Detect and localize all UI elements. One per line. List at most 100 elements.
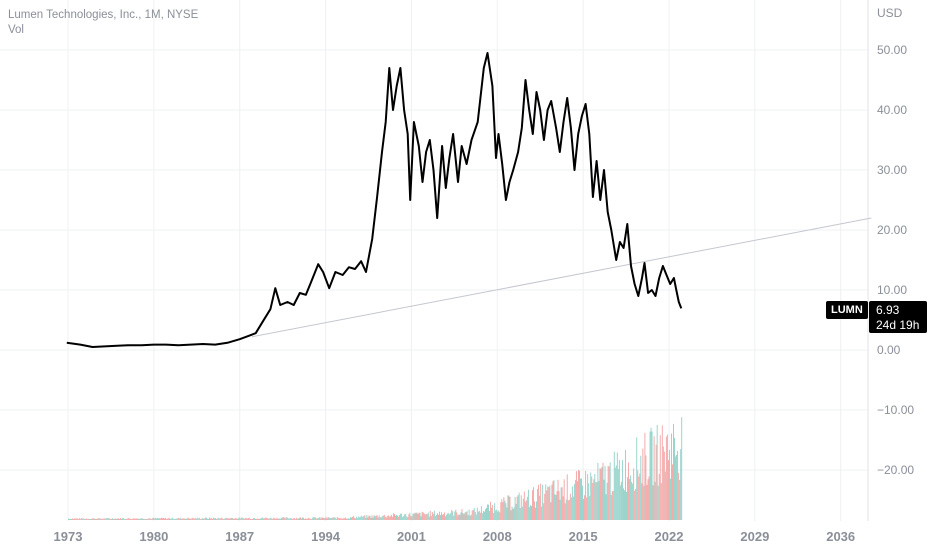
volume-bar — [234, 518, 236, 520]
price-axis[interactable]: 50.00 40.00 30.00 20.00 10.00 0.00 −10.00 −20.0… — [877, 43, 914, 477]
volume-bar — [528, 507, 530, 520]
volume-bar — [247, 517, 249, 520]
volume-bar — [379, 517, 381, 520]
volume-bar — [342, 518, 344, 520]
price-series-line[interactable] — [66, 52, 683, 348]
currency-label[interactable]: USD — [877, 6, 903, 20]
volume-bar — [602, 462, 604, 520]
volume-bar — [218, 517, 220, 520]
volume-bar — [177, 518, 179, 520]
volume-bar — [249, 519, 251, 520]
volume-bar — [190, 518, 192, 520]
volume-bar — [619, 485, 621, 520]
volume-bar — [106, 517, 108, 520]
volume-bar — [569, 493, 571, 520]
volume-bar — [319, 517, 321, 520]
volume-bar — [488, 504, 489, 520]
volume-bar — [395, 515, 396, 520]
volume-bar — [568, 499, 570, 520]
volume-bar — [590, 472, 592, 520]
volume-bar — [380, 517, 382, 520]
volume-bar — [430, 516, 432, 520]
volume-bar — [170, 518, 172, 520]
volume-bar — [118, 518, 119, 520]
time-axis[interactable]: 1973 1980 1987 1994 2001 2008 2015 2022 2029 2036 — [54, 529, 856, 544]
volume-bar — [222, 518, 224, 520]
volume-bar — [668, 449, 670, 520]
volume-bar — [502, 502, 504, 520]
volume-bar — [562, 496, 564, 520]
volume-bar — [340, 518, 342, 520]
volume-bar — [208, 518, 209, 520]
volume-bar — [139, 518, 141, 520]
volume-bar — [156, 517, 158, 520]
trend-line[interactable] — [251, 217, 872, 338]
volume-bar — [248, 517, 250, 520]
volume-bar — [303, 517, 304, 520]
volume-bar — [547, 486, 549, 520]
volume-bar — [648, 476, 650, 520]
volume-bar — [456, 512, 458, 520]
volume-bar — [419, 513, 421, 520]
volume-bar — [580, 478, 581, 520]
volume-bar — [232, 518, 234, 520]
volume-bar — [518, 492, 520, 520]
volume-bar — [289, 517, 291, 520]
volume-bar — [585, 470, 587, 520]
volume-bar — [181, 519, 183, 520]
volume-bar — [117, 518, 118, 520]
volume-bar — [529, 505, 531, 520]
volume-bar — [483, 511, 485, 520]
volume-bar — [658, 473, 660, 520]
volume-bar — [612, 490, 614, 520]
volume-legend-label[interactable]: Vol — [8, 24, 24, 36]
volume-bar — [83, 518, 85, 520]
time-tick-label: 2036 — [826, 529, 855, 544]
volume-bar — [223, 518, 225, 520]
time-tick-label: 1994 — [311, 529, 341, 544]
volume-bar — [244, 517, 246, 520]
volume-bar — [449, 514, 451, 520]
volume-bar — [283, 517, 285, 520]
volume-bar — [224, 518, 226, 520]
symbol-title[interactable]: Lumen Technologies, Inc., 1M, NYSE — [8, 9, 199, 21]
price-tick-label: 40.00 — [877, 103, 907, 117]
volume-bar — [524, 501, 526, 520]
volume-bar — [272, 518, 274, 520]
volume-bar — [267, 518, 269, 520]
volume-bar — [522, 498, 524, 520]
volume-bar — [219, 518, 221, 520]
volume-bar — [157, 518, 159, 520]
volume-bar — [404, 514, 406, 520]
volume-bar — [254, 518, 255, 520]
volume-bar — [375, 515, 377, 520]
volume-bar — [557, 479, 559, 520]
volume-bar — [442, 514, 443, 520]
volume-bar — [261, 518, 263, 520]
volume-bar — [91, 518, 93, 520]
volume-bar — [671, 433, 672, 520]
volume-bar — [411, 516, 413, 520]
volume-bar — [290, 518, 292, 520]
volume-bar — [279, 518, 281, 520]
volume-bar — [622, 488, 624, 520]
volume-bar — [100, 518, 102, 520]
volume-bar — [315, 517, 317, 520]
volume-bar — [231, 518, 233, 520]
volume-bar — [101, 518, 103, 520]
volume-bar — [675, 456, 677, 520]
volume-bar — [115, 518, 116, 520]
volume-bar — [443, 514, 445, 520]
volume-bar — [527, 489, 529, 520]
volume-bar — [614, 467, 616, 520]
volume-bar — [500, 502, 502, 520]
volume-bar — [243, 519, 245, 520]
volume-bar — [401, 513, 403, 520]
volume-bar — [621, 460, 623, 520]
volume-bar — [338, 518, 340, 520]
volume-bar — [151, 518, 153, 520]
volume-bar — [171, 518, 173, 520]
volume-bar — [180, 517, 182, 520]
volume-bar — [426, 514, 428, 520]
